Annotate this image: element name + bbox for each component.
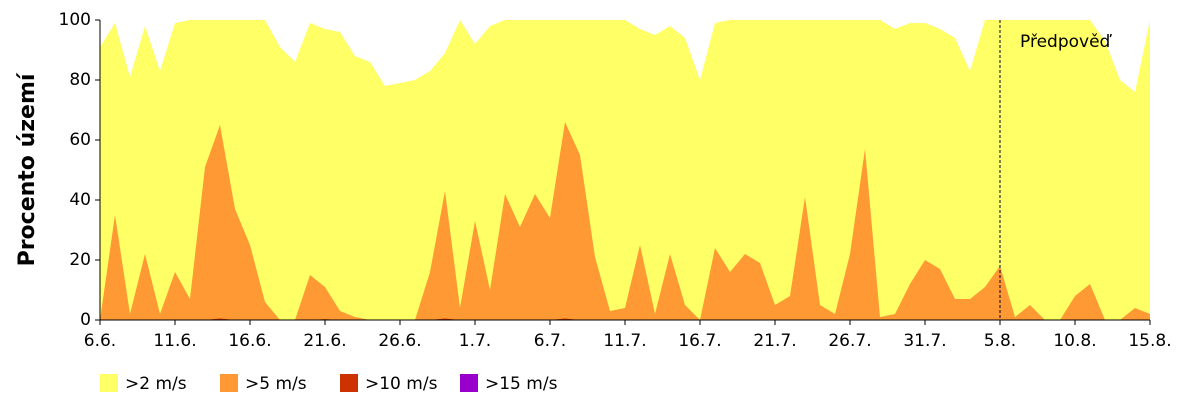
x-tick-label: 15.8. <box>1128 331 1171 351</box>
x-tick-label: 21.7. <box>753 331 796 351</box>
area <box>100 20 1150 320</box>
x-tick-label: 11.6. <box>153 331 196 351</box>
x-tick-label: 6.7. <box>534 331 566 351</box>
legend-label: >15 m/s <box>485 374 558 394</box>
legend-label: >2 m/s <box>125 374 187 394</box>
x-tick-label: 31.7. <box>903 331 946 351</box>
x-tick-label: 1.7. <box>459 331 491 351</box>
legend-swatch <box>220 374 238 392</box>
x-tick-label: 16.7. <box>678 331 721 351</box>
y-tick-label: 100 <box>59 10 91 30</box>
x-tick-label: 10.8. <box>1053 331 1096 351</box>
x-tick-label: 26.7. <box>828 331 871 351</box>
x-tick-label: 6.6. <box>84 331 116 351</box>
x-tick-label: 11.7. <box>603 331 646 351</box>
legend-swatch <box>340 374 358 392</box>
y-tick-label: 60 <box>69 130 91 150</box>
y-tick-label: 40 <box>69 190 91 210</box>
legend-swatch <box>100 374 118 392</box>
area <box>100 122 1150 320</box>
y-tick-label: 80 <box>69 70 91 90</box>
x-tick-label: 21.6. <box>303 331 346 351</box>
x-tick-label: 26.6. <box>378 331 421 351</box>
legend-label: >5 m/s <box>245 374 307 394</box>
y-axis-label: Procento území <box>15 72 40 266</box>
legend-label: >10 m/s <box>365 374 438 394</box>
y-tick-label: 0 <box>80 310 91 330</box>
annotation: Předpověď <box>1020 32 1113 52</box>
x-tick-label: 5.8. <box>984 331 1016 351</box>
x-tick-label: 16.6. <box>228 331 271 351</box>
legend-swatch <box>460 374 478 392</box>
y-tick-label: 20 <box>69 250 91 270</box>
